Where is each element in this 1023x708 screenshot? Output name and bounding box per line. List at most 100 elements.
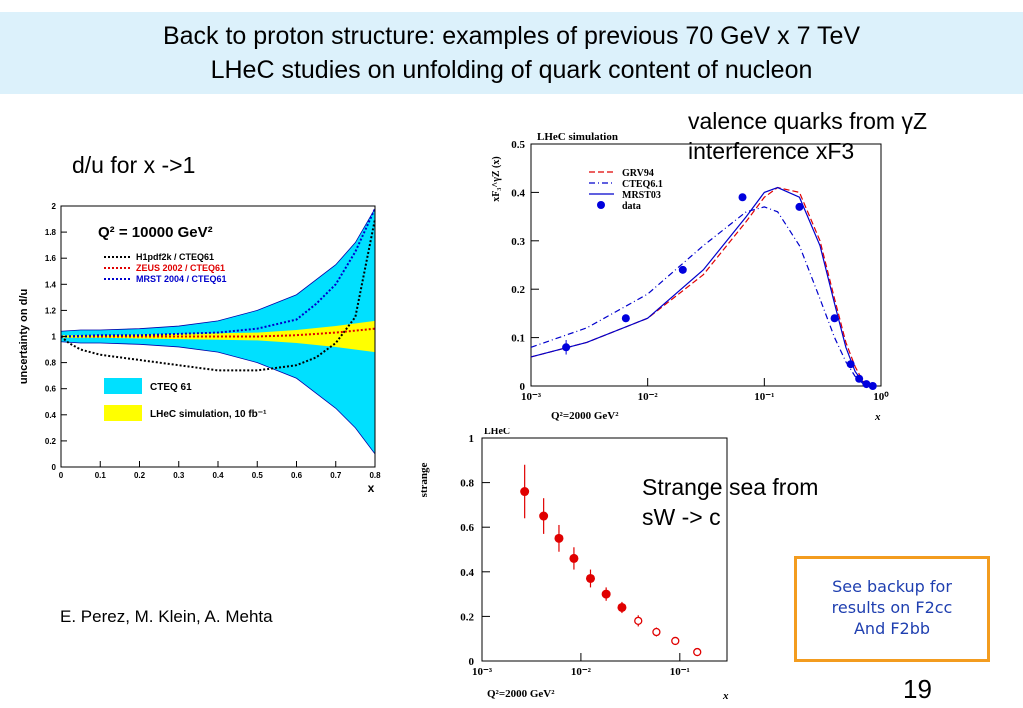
- x-axis-label: x: [722, 690, 729, 702]
- y-axis-label: xF₃^γZ (x): [491, 156, 502, 201]
- chart-label: LHeC simulation: [537, 131, 618, 143]
- y-tick-label: 0.3: [511, 236, 525, 248]
- x-tick-label: 10⁻¹: [754, 391, 774, 403]
- y-tick-label: 2: [52, 202, 57, 211]
- series-line: [61, 327, 376, 338]
- y-axis-label: strange: [418, 462, 430, 497]
- y-tick-label: 1: [52, 333, 57, 342]
- data-point: [795, 202, 804, 211]
- page-number: 19: [903, 674, 932, 704]
- x-tick-label: 10⁻²: [571, 666, 592, 678]
- slide-title-line-1: Back to proton structure: examples of pr…: [162, 22, 861, 50]
- strange-caption-line-1: Strange sea from: [642, 474, 819, 500]
- x-tick-label: 0.5: [252, 471, 264, 480]
- x-tick-label: 0.3: [173, 471, 185, 480]
- plot-frame: [530, 143, 882, 387]
- x-tick-label: 0.4: [212, 471, 224, 480]
- x-tick-label: 0.6: [291, 471, 303, 480]
- x-tick-label: 10⁻³: [521, 391, 542, 403]
- y-tick-label: 0.8: [45, 359, 57, 368]
- y-tick-label: 0: [469, 656, 475, 668]
- data-point-filled: [601, 589, 611, 599]
- y-tick-label: 1.2: [45, 306, 57, 315]
- data-point: [738, 193, 747, 202]
- x-tick-label: 10⁻¹: [670, 666, 690, 678]
- legend-label: ZEUS 2002 / CTEQ61: [136, 263, 225, 273]
- x-tick-label: 10⁻³: [472, 666, 493, 678]
- strange-chart: 0 0.2 0.4 0.6 0.8 1 10⁻³ 10⁻² 10⁻¹ LHeC strange Q²=…: [418, 428, 729, 702]
- x-tick-label: 10⁰: [873, 391, 889, 403]
- x-tick-label: 0.8: [369, 471, 381, 480]
- data-point-open: [652, 627, 661, 637]
- legend-label: data: [622, 201, 641, 212]
- valence-caption-line-2: interference xF3: [688, 138, 855, 164]
- strange-caption-line-2: sW -> c: [642, 504, 721, 530]
- slide-title-line-2: LHeC studies on unfolding of quark conte…: [210, 56, 813, 84]
- legend-label: MRST03: [622, 190, 661, 201]
- x-tick-label: 10⁻²: [638, 391, 659, 403]
- y-tick-label: 0.6: [45, 385, 57, 394]
- x-tick-label: 0.2: [134, 471, 146, 480]
- q2-annotation: Q²=2000 GeV²: [487, 688, 555, 700]
- legend-label: LHeC simulation, 10 fb⁻¹: [150, 409, 267, 420]
- y-tick-label: 0.4: [460, 567, 474, 579]
- legend-label: GRV94: [622, 168, 654, 179]
- data-point: [862, 380, 871, 389]
- y-tick-label: 1: [469, 433, 475, 445]
- data-point-filled: [554, 533, 564, 543]
- y-tick-label: 0.8: [460, 478, 474, 490]
- data-point: [621, 314, 630, 323]
- legend-label: H1pdf2k / CTEQ61: [136, 252, 214, 262]
- legend-swatch: [104, 378, 142, 394]
- data-point: [678, 265, 687, 274]
- y-tick-label: 0.1: [511, 333, 525, 345]
- data-point-filled: [539, 511, 549, 521]
- chart-label: LHeC: [484, 428, 510, 437]
- title-banner: Back to proton structure: examples of pr…: [0, 12, 1023, 94]
- backup-line-1: See backup for: [832, 577, 952, 596]
- backup-line-2: results on F2cc: [831, 598, 953, 617]
- y-tick-label: 0.4: [511, 187, 525, 199]
- legend-label: MRST 2004 / CTEQ61: [136, 274, 227, 284]
- y-tick-label: 1.4: [45, 280, 57, 289]
- data-point: [868, 382, 877, 390]
- backup-line-3: And F2bb: [853, 619, 931, 638]
- strange-caption: Strange sea from sW -> c: [642, 472, 818, 532]
- series-line: [60, 208, 376, 338]
- data-point-open: [634, 616, 643, 626]
- x-tick-label: 0: [59, 471, 64, 480]
- data-point-filled: [585, 573, 595, 583]
- y-tick-label: 0.2: [460, 611, 474, 623]
- data-point-filled: [569, 553, 579, 563]
- y-axis-label: uncertainty on d/u: [18, 289, 30, 384]
- y-tick-label: 1.6: [45, 254, 57, 263]
- y-tick-label: 0.6: [460, 522, 474, 534]
- legend-marker: [597, 201, 605, 209]
- data-point-open: [671, 636, 680, 646]
- data-point-filled: [617, 602, 627, 612]
- xf3-chart: 0 0.1 0.2 0.3 0.4 0.5 10⁻³ 10⁻² 10⁻¹ 10⁰ LHeC simu…: [491, 131, 889, 423]
- du-caption: d/u for x ->1: [72, 152, 196, 178]
- legend-label: CTEQ6.1: [622, 179, 663, 190]
- x-tick-label: 0.1: [95, 471, 107, 480]
- data-point: [562, 343, 571, 352]
- data-point-open: [693, 647, 702, 657]
- y-tick-label: 0.2: [511, 284, 525, 296]
- valence-caption: valence quarks from γZ interference xF3: [688, 106, 927, 166]
- y-tick-label: 0.4: [45, 411, 57, 420]
- y-tick-label: 0: [52, 463, 57, 472]
- chart-title: Q² = 10000 GeV²: [98, 224, 213, 241]
- y-tick-label: 1.8: [45, 228, 57, 237]
- data-point: [830, 314, 839, 323]
- authors: E. Perez, M. Klein, A. Mehta: [60, 607, 273, 626]
- series-line: [530, 186, 870, 387]
- y-tick-label: 0.5: [511, 139, 525, 151]
- q2-annotation: Q²=2000 GeV²: [551, 410, 619, 422]
- x-tick-label: 0.7: [330, 471, 342, 480]
- valence-caption-line-1: valence quarks from γZ: [688, 108, 928, 134]
- du-uncertainty-chart: 0 0.2 0.4 0.6 0.8 1 1.2 1.4 1.6 1.8 2 0 0.1 0.2 0.3 0.4…: [18, 202, 381, 495]
- x-axis-label: x: [874, 411, 881, 423]
- series-line: [530, 206, 870, 387]
- data-point: [846, 360, 855, 369]
- data-point-filled: [520, 487, 530, 497]
